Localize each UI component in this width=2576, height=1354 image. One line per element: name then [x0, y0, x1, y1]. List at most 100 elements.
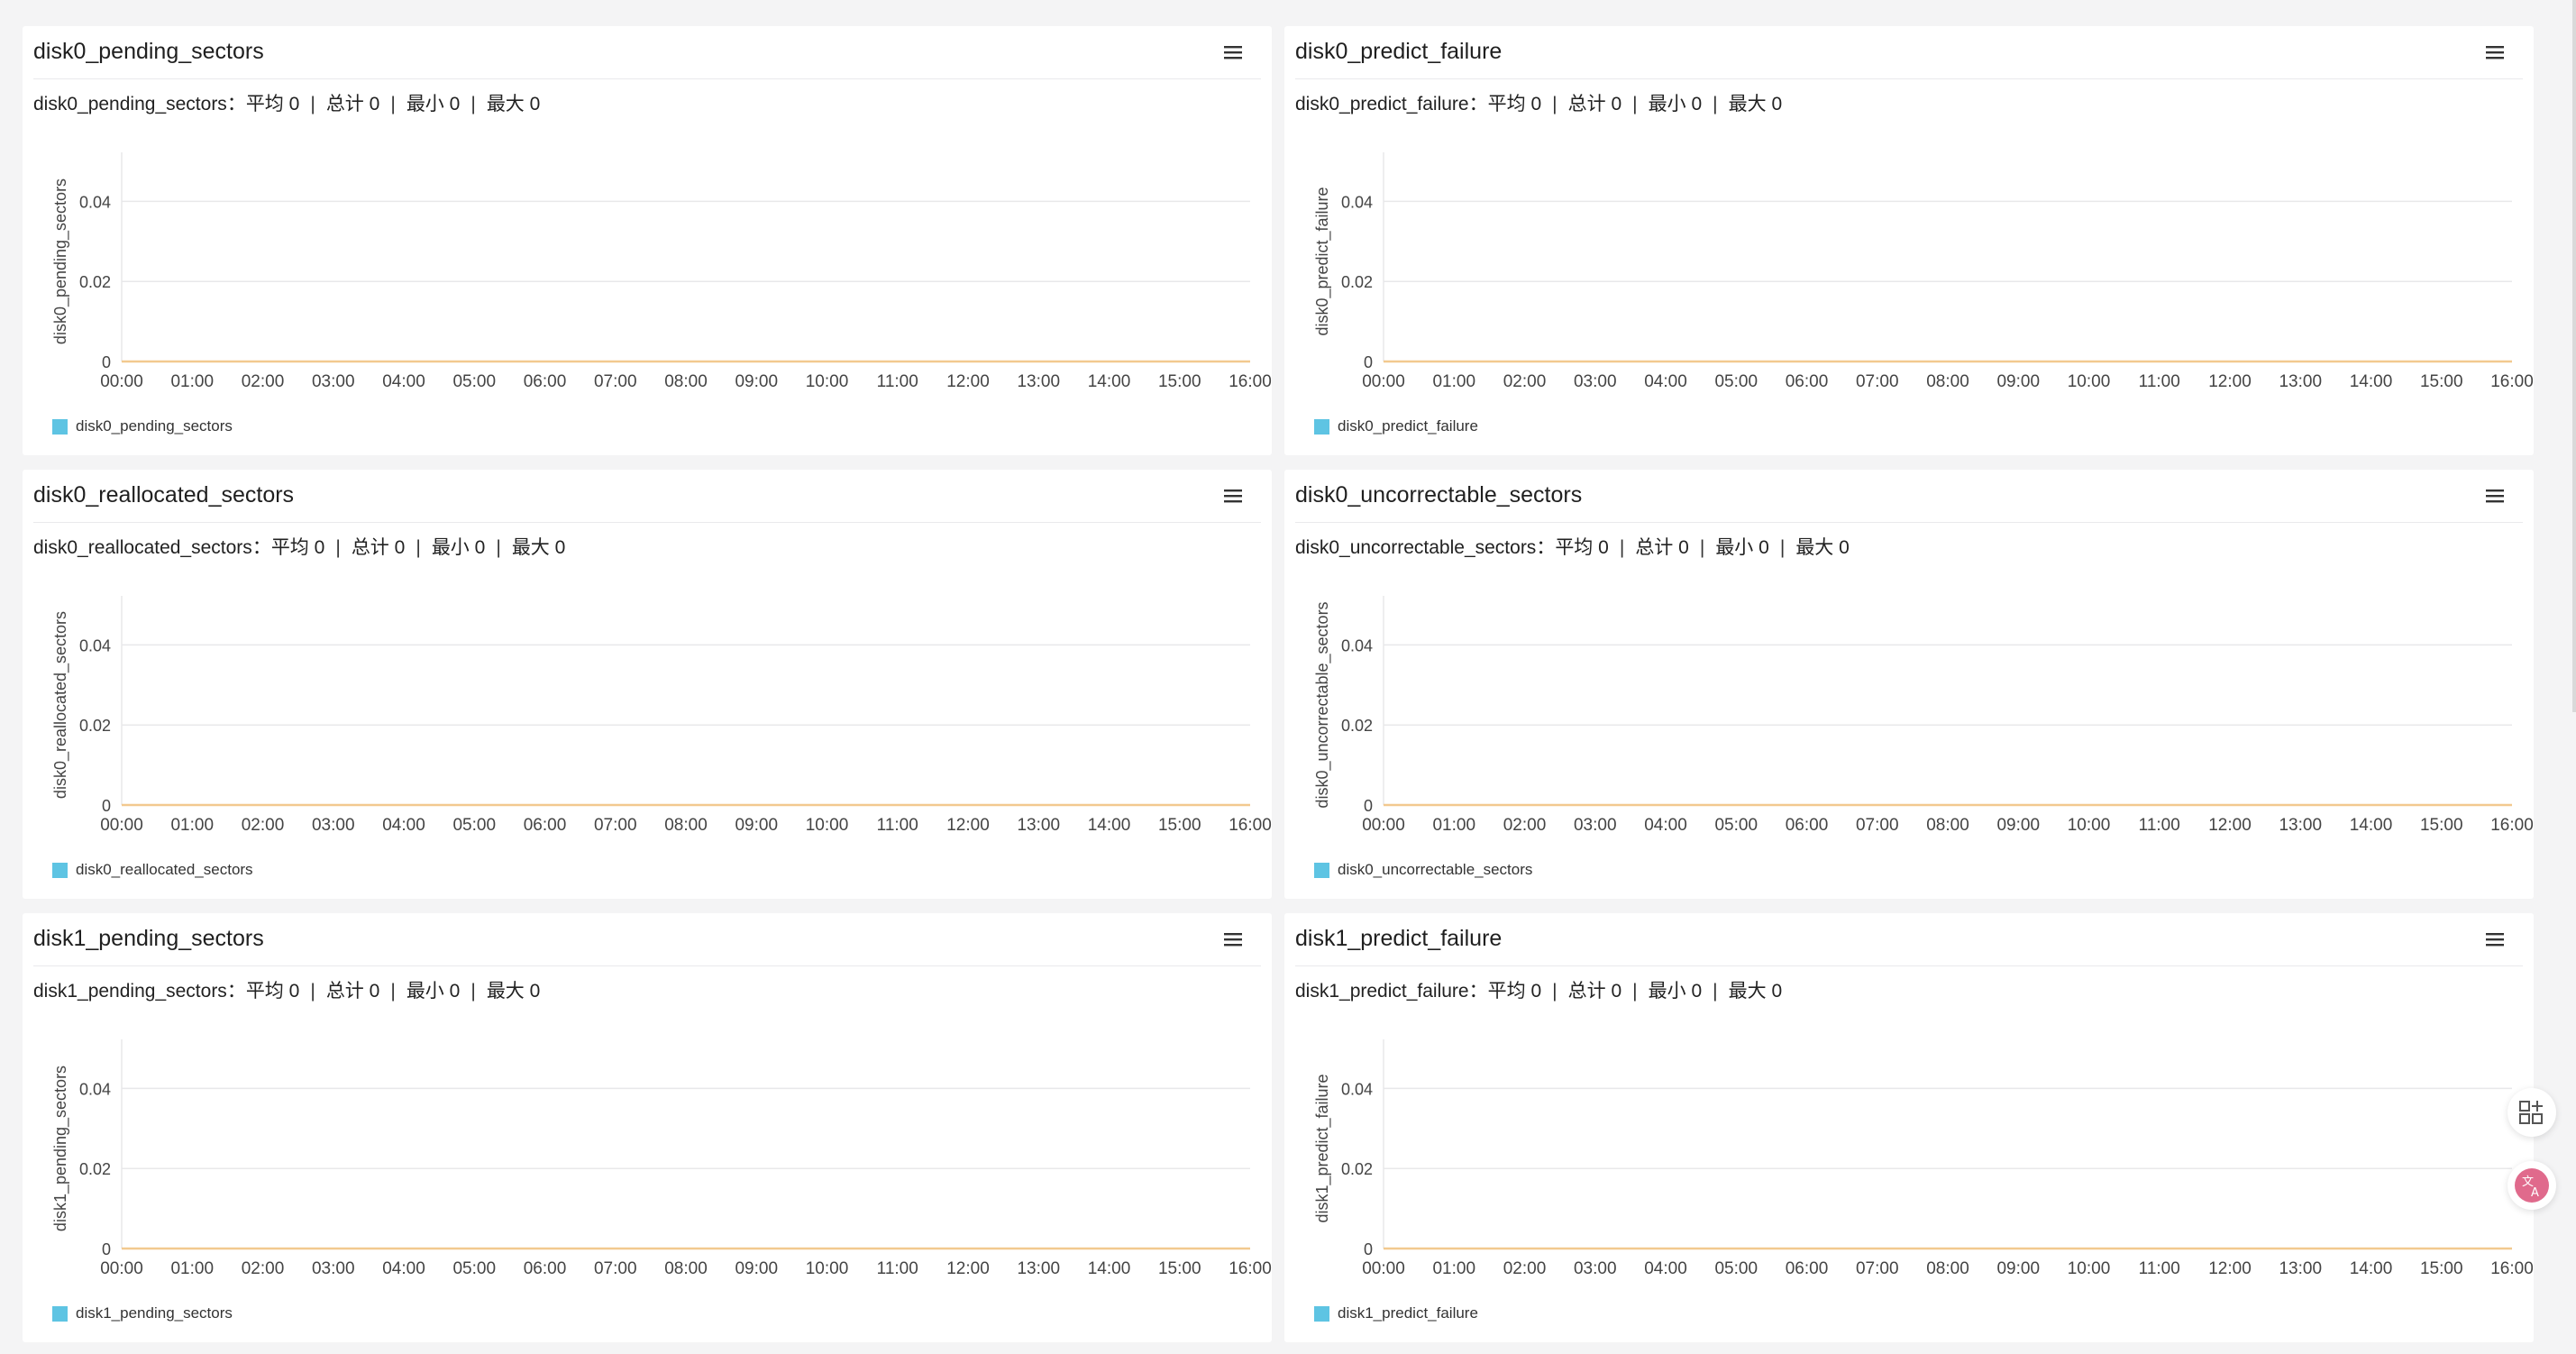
hamburger-menu-icon[interactable] [2485, 929, 2505, 949]
x-tick-label: 07:00 [1856, 1259, 1899, 1278]
summary-metric: disk0_uncorrectable_sectors [1295, 537, 1537, 558]
x-tick-label: 07:00 [594, 372, 637, 391]
x-tick-label: 04:00 [1644, 816, 1687, 835]
svg-text:A: A [2531, 1186, 2539, 1200]
legend-item[interactable]: disk0_predict_failure [1314, 416, 1478, 436]
summary-total-label: 总计 [325, 981, 364, 1002]
x-tick-label: 00:00 [1362, 816, 1405, 835]
x-tick-label: 06:00 [1786, 372, 1829, 391]
x-tick-label: 04:00 [1644, 1259, 1687, 1278]
x-tick-label: 07:00 [1856, 372, 1899, 391]
x-tick-label: 08:00 [1926, 372, 1969, 391]
x-tick-label: 09:00 [1996, 1259, 2040, 1278]
x-tick-label: 07:00 [594, 816, 637, 835]
y-axis-label: disk0_predict_failure [1313, 187, 1332, 335]
chart-panel: disk1_pending_sectors disk1_pending_sect… [23, 913, 1272, 1342]
metric-summary: disk0_predict_failure：平均 0 | 总计 0 | 最小 0 | 最大 … [1295, 94, 1783, 114]
hamburger-menu-icon[interactable] [1223, 42, 1243, 62]
summary-metric: disk1_pending_sectors [33, 981, 227, 1002]
x-tick-label: 03:00 [1574, 816, 1617, 835]
summary-avg-value: 0 [288, 981, 300, 1002]
x-tick-label: 16:00 [1229, 816, 1272, 835]
y-tick-label: 0.02 [1341, 1160, 1373, 1178]
summary-colon: ： [1468, 94, 1488, 114]
legend-label: disk0_pending_sectors [76, 417, 233, 435]
summary-avg-label: 平均 [1487, 981, 1526, 1002]
x-tick-label: 13:00 [2279, 1259, 2322, 1278]
x-tick-label: 14:00 [1088, 1259, 1131, 1278]
x-tick-label: 08:00 [664, 816, 708, 835]
apps-plus-icon[interactable] [2507, 1088, 2556, 1137]
summary-avg-label: 平均 [270, 537, 309, 558]
x-tick-label: 13:00 [1017, 1259, 1060, 1278]
summary-metric: disk0_pending_sectors [33, 94, 227, 114]
y-tick-label: 0.02 [79, 273, 111, 291]
x-tick-label: 09:00 [735, 1259, 778, 1278]
hamburger-menu-icon[interactable] [1223, 929, 1243, 949]
summary-avg-label: 平均 [1555, 537, 1594, 558]
y-tick-label: 0.04 [1341, 1080, 1373, 1098]
x-tick-label: 02:00 [242, 1259, 285, 1278]
line-chart: 0 0.02 0.04 00:00 01:00 02:00 03:00 04:00 05:00 0… [51, 596, 1272, 835]
summary-min-label: 最小 [406, 94, 444, 114]
legend-item[interactable]: disk0_reallocated_sectors [52, 860, 253, 880]
panel-header: disk1_predict_failure [1295, 913, 2523, 966]
x-tick-label: 02:00 [242, 372, 285, 391]
summary-max-label: 最大 [486, 981, 525, 1002]
summary-total-value: 0 [1611, 94, 1622, 114]
x-tick-label: 03:00 [312, 816, 355, 835]
legend-label: disk0_uncorrectable_sectors [1338, 861, 1533, 878]
x-tick-label: 05:00 [1714, 372, 1758, 391]
summary-metric: disk0_reallocated_sectors [33, 537, 252, 558]
x-tick-label: 12:00 [2208, 816, 2252, 835]
summary-total-value: 0 [1611, 981, 1622, 1002]
x-tick-label: 02:00 [242, 816, 285, 835]
legend-swatch [1314, 862, 1329, 878]
legend-item[interactable]: disk1_pending_sectors [52, 1304, 233, 1323]
panel-title: disk1_predict_failure [1295, 926, 1503, 951]
summary-avg-value: 0 [288, 94, 300, 114]
legend-item[interactable]: disk1_predict_failure [1314, 1304, 1478, 1323]
summary-max-value: 0 [529, 94, 541, 114]
scrollbar-thumb[interactable] [2572, 0, 2576, 712]
legend-item[interactable]: disk0_pending_sectors [52, 416, 233, 436]
chart-panel: disk0_predict_failure disk0_predict_fail… [1284, 26, 2534, 455]
summary-total-label: 总计 [325, 94, 364, 114]
x-tick-label: 02:00 [1503, 372, 1547, 391]
x-tick-label: 12:00 [946, 1259, 990, 1278]
x-tick-label: 09:00 [1996, 816, 2040, 835]
x-tick-label: 13:00 [2279, 816, 2322, 835]
x-tick-label: 09:00 [735, 372, 778, 391]
summary-max-value: 0 [1839, 537, 1850, 558]
line-chart: 0 0.02 0.04 00:00 01:00 02:00 03:00 04:00 05:00 0… [1313, 1039, 2534, 1278]
chart-panel: disk0_reallocated_sectors disk0_realloca… [23, 470, 1272, 899]
x-tick-label: 02:00 [1503, 1259, 1547, 1278]
x-tick-label: 11:00 [2139, 372, 2180, 391]
legend-swatch [52, 418, 68, 435]
x-tick-label: 00:00 [100, 372, 143, 391]
x-tick-label: 00:00 [100, 1259, 143, 1278]
summary-avg-value: 0 [1530, 981, 1542, 1002]
hamburger-menu-icon[interactable] [1223, 486, 1243, 506]
hamburger-menu-icon[interactable] [2485, 486, 2505, 506]
x-tick-label: 09:00 [735, 816, 778, 835]
x-tick-label: 00:00 [100, 816, 143, 835]
x-tick-label: 10:00 [2068, 372, 2111, 391]
y-axis-label: disk1_pending_sectors [51, 1066, 70, 1231]
y-tick-label: 0 [102, 1240, 111, 1258]
summary-max-label: 最大 [486, 94, 525, 114]
svg-text:文: 文 [2522, 1176, 2534, 1189]
hamburger-menu-icon[interactable] [2485, 42, 2505, 62]
x-tick-label: 12:00 [946, 372, 990, 391]
panel-title: disk0_pending_sectors [33, 39, 264, 64]
legend-swatch [52, 862, 68, 878]
summary-total-value: 0 [369, 981, 380, 1002]
legend-label: disk0_predict_failure [1338, 417, 1478, 435]
x-tick-label: 07:00 [594, 1259, 637, 1278]
legend-item[interactable]: disk0_uncorrectable_sectors [1314, 860, 1532, 880]
translate-icon[interactable]: 文 A [2507, 1161, 2556, 1210]
summary-avg-label: 平均 [245, 981, 284, 1002]
y-tick-label: 0 [1364, 797, 1373, 815]
x-tick-label: 12:00 [2208, 372, 2252, 391]
x-tick-label: 05:00 [1714, 1259, 1758, 1278]
